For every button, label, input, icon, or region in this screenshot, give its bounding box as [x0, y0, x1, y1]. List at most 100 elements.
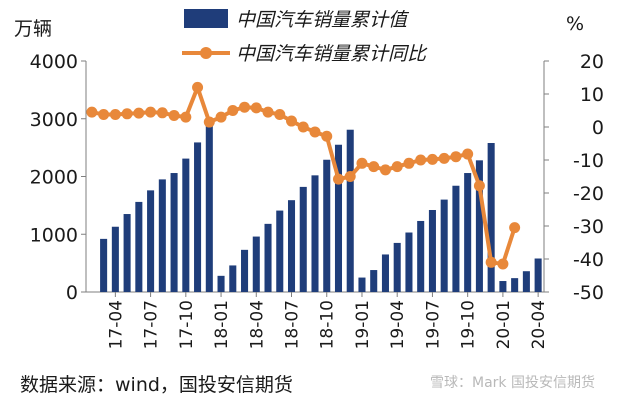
line-point — [485, 256, 497, 268]
line-point — [332, 173, 344, 185]
x-axis-ticks: 17-04 17-07 17-10 18-01 18-04 18-07 18-10 19-01… — [106, 292, 549, 349]
line-point — [203, 116, 215, 128]
bar — [358, 277, 366, 292]
line-point — [426, 153, 438, 165]
line-point — [121, 108, 133, 120]
bar — [182, 158, 190, 292]
bar — [100, 238, 108, 292]
legend-line-marker — [200, 47, 212, 59]
bar — [511, 278, 519, 292]
bar — [170, 173, 178, 292]
right-tick-label: 20 — [580, 51, 604, 73]
line-point — [262, 106, 274, 118]
right-tick-label: -30 — [573, 216, 604, 238]
line-point — [368, 161, 380, 173]
bar — [381, 254, 389, 292]
left-tick-label: 1000 — [30, 224, 78, 246]
bar — [158, 179, 166, 292]
line-point — [227, 105, 239, 116]
bar — [252, 236, 260, 292]
x-tick-label: 19-04 — [388, 300, 408, 349]
legend: 中国汽车销量累计值 中国汽车销量累计同比 — [182, 9, 428, 65]
line-point — [415, 154, 427, 166]
bar — [299, 186, 307, 292]
left-axis-ticks: 0 1000 2000 3000 4000 — [30, 51, 86, 304]
x-tick-label: 17-07 — [142, 300, 162, 349]
bar — [428, 209, 436, 292]
line-point — [509, 222, 521, 234]
watermark: 雪球：Mark 国投安信期货 — [430, 375, 595, 391]
bar — [487, 143, 495, 292]
line-point — [215, 111, 227, 123]
bar — [264, 223, 272, 292]
right-axis-label: % — [566, 13, 584, 35]
right-tick-label: -50 — [573, 282, 604, 304]
bar-series — [100, 125, 542, 292]
right-tick-label: 0 — [592, 117, 604, 139]
bar — [417, 220, 425, 292]
x-tick-label: 20-01 — [494, 300, 514, 349]
bar — [205, 125, 213, 292]
bar — [370, 270, 378, 292]
bar — [229, 265, 237, 292]
line-point — [473, 180, 485, 192]
line-point — [297, 121, 309, 133]
line-point — [438, 152, 450, 164]
right-tick-label: -10 — [573, 150, 604, 172]
line-point — [98, 108, 110, 120]
left-tick-label: 4000 — [30, 51, 78, 73]
bar — [276, 210, 284, 292]
bar — [440, 199, 448, 292]
bar — [311, 175, 319, 292]
bar — [323, 159, 331, 292]
bar — [135, 201, 143, 292]
left-tick-label: 3000 — [30, 109, 78, 131]
x-tick-label: 18-04 — [247, 300, 267, 349]
bar — [405, 232, 413, 292]
left-tick-label: 2000 — [30, 167, 78, 189]
source-note: 数据来源：wind，国投安信期货 — [20, 374, 293, 396]
right-tick-label: 10 — [580, 84, 604, 106]
x-tick-label: 19-07 — [423, 300, 443, 349]
x-tick-label: 20-04 — [529, 300, 549, 349]
legend-bar-swatch — [184, 9, 228, 28]
bar — [475, 160, 483, 292]
line-point — [274, 108, 286, 120]
legend-bar-label: 中国汽车销量累计值 — [236, 9, 410, 31]
line-point — [309, 126, 321, 138]
x-tick-label: 17-04 — [106, 300, 126, 349]
right-axis-ticks: -50 -40 -30 -20 -10 0 10 20 — [544, 51, 604, 304]
bar — [393, 242, 401, 292]
bar — [111, 226, 119, 292]
x-tick-label: 18-10 — [318, 300, 338, 349]
right-tick-label: -20 — [573, 183, 604, 205]
line-point — [192, 81, 204, 93]
line-point — [133, 107, 145, 119]
line-point — [497, 258, 509, 270]
left-axis-label: 万辆 — [14, 18, 52, 40]
bar — [499, 281, 507, 292]
bar — [452, 185, 460, 292]
line-point — [450, 151, 462, 163]
x-tick-label: 17-10 — [177, 300, 197, 349]
line-point — [403, 157, 415, 169]
line-point — [356, 157, 368, 169]
bar — [194, 142, 202, 292]
line-series — [86, 81, 521, 270]
line-point — [321, 130, 333, 142]
line-point — [180, 111, 192, 123]
bar — [346, 129, 354, 292]
bar — [147, 190, 155, 292]
bar — [217, 275, 225, 292]
bar — [464, 173, 472, 292]
bar — [534, 258, 542, 292]
line-point — [286, 115, 298, 127]
x-tick-label: 19-01 — [353, 300, 373, 349]
line-point — [145, 106, 157, 118]
line-point — [168, 109, 180, 121]
bar — [522, 271, 530, 292]
right-tick-label: -40 — [573, 249, 604, 271]
x-tick-label: 19-10 — [459, 300, 479, 349]
line-point — [109, 108, 121, 120]
